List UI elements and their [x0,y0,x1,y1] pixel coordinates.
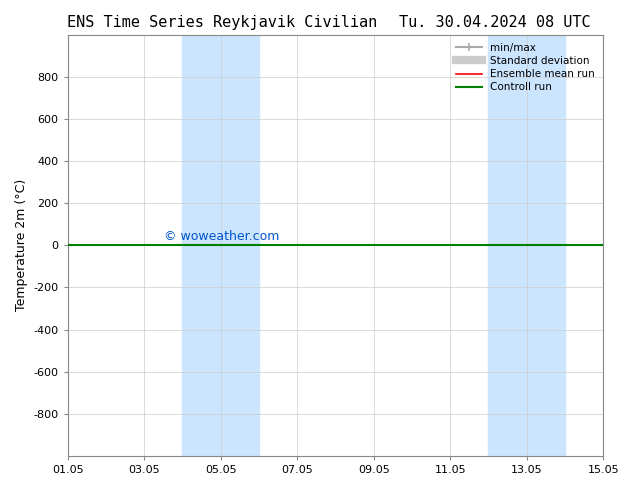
Bar [488,35,565,456]
Y-axis label: Temperature 2m (°C): Temperature 2m (°C) [15,179,28,312]
Text: Tu. 30.04.2024 08 UTC: Tu. 30.04.2024 08 UTC [399,15,590,30]
Text: ENS Time Series Reykjavik Civilian: ENS Time Series Reykjavik Civilian [67,15,377,30]
Bar [183,35,259,456]
Text: © woweather.com: © woweather.com [164,230,280,244]
Legend: min/max, Standard deviation, Ensemble mean run, Controll run: min/max, Standard deviation, Ensemble me… [453,40,598,96]
